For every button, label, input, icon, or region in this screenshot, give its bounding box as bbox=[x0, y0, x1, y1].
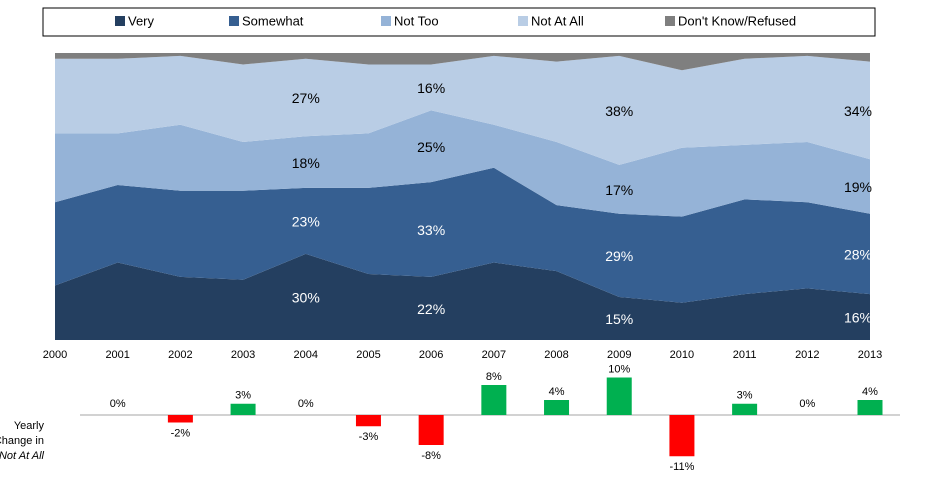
data-label: 25% bbox=[417, 139, 445, 155]
data-label: 23% bbox=[292, 214, 320, 230]
x-tick-label: 2012 bbox=[795, 349, 819, 361]
y-axis-label: Change in bbox=[0, 435, 44, 447]
legend-swatch bbox=[381, 16, 391, 26]
x-tick-label: 2007 bbox=[482, 349, 506, 361]
x-tick-label: 2011 bbox=[733, 349, 757, 361]
x-tick-label: 2010 bbox=[670, 349, 694, 361]
x-tick-label: 2008 bbox=[544, 349, 568, 361]
data-label: 33% bbox=[417, 222, 445, 238]
x-tick-label: 2001 bbox=[105, 349, 129, 361]
x-tick-label: 2000 bbox=[43, 349, 67, 361]
x-tick-label: 2009 bbox=[607, 349, 631, 361]
data-label: 15% bbox=[605, 311, 633, 327]
legend-box bbox=[42, 7, 876, 37]
legend-swatch bbox=[665, 16, 675, 26]
bar-label: -2% bbox=[171, 427, 191, 439]
data-label: 29% bbox=[605, 248, 633, 264]
data-label: 18% bbox=[292, 155, 320, 171]
bar-label: 0% bbox=[298, 398, 314, 410]
legend-label: Not At All bbox=[531, 13, 584, 28]
x-tick-label: 2005 bbox=[356, 349, 380, 361]
area bbox=[55, 53, 870, 71]
y-axis-label: Yearly bbox=[14, 420, 45, 432]
bar-label: 10% bbox=[608, 363, 630, 375]
bar-label: -3% bbox=[359, 431, 379, 443]
data-label: 30% bbox=[292, 290, 320, 306]
bar-label: -8% bbox=[421, 450, 441, 462]
data-label: 16% bbox=[417, 80, 445, 96]
bar-label: 8% bbox=[486, 371, 502, 383]
bar bbox=[230, 403, 256, 415]
legend-swatch bbox=[115, 16, 125, 26]
x-tick-label: 2003 bbox=[231, 349, 255, 361]
bar-label: -11% bbox=[669, 461, 694, 473]
data-label: 19% bbox=[844, 179, 872, 195]
data-label: 16% bbox=[844, 310, 872, 326]
bar bbox=[418, 415, 444, 445]
data-label: 22% bbox=[417, 301, 445, 317]
x-tick-label: 2002 bbox=[168, 349, 192, 361]
bar bbox=[355, 415, 381, 427]
legend-swatch bbox=[229, 16, 239, 26]
legend-label: Somewhat bbox=[242, 13, 304, 28]
bar-label: 4% bbox=[862, 386, 878, 398]
x-tick-label: 2013 bbox=[858, 349, 882, 361]
bar bbox=[857, 400, 883, 415]
legend-label: Don't Know/Refused bbox=[678, 13, 796, 28]
legend-label: Very bbox=[128, 13, 155, 28]
data-label: 38% bbox=[605, 103, 633, 119]
bar-label: 0% bbox=[110, 398, 126, 410]
area bbox=[55, 55, 870, 165]
bar bbox=[732, 403, 758, 415]
bar bbox=[669, 415, 695, 457]
bar-label: 4% bbox=[549, 386, 565, 398]
y-axis-label: Not At All bbox=[0, 450, 45, 462]
data-label: 28% bbox=[844, 247, 872, 263]
x-tick-label: 2004 bbox=[294, 349, 318, 361]
bar bbox=[606, 377, 632, 415]
x-tick-label: 2006 bbox=[419, 349, 443, 361]
area bbox=[55, 253, 870, 340]
bar-label: 3% bbox=[235, 390, 251, 402]
bar-label: 0% bbox=[799, 398, 815, 410]
bar bbox=[544, 400, 570, 415]
area bbox=[55, 110, 870, 217]
legend-swatch bbox=[518, 16, 528, 26]
bar bbox=[481, 385, 507, 415]
data-label: 27% bbox=[292, 90, 320, 106]
data-label: 17% bbox=[605, 182, 633, 198]
bar bbox=[167, 415, 193, 423]
data-label: 34% bbox=[844, 103, 872, 119]
area bbox=[55, 167, 870, 303]
bar-label: 3% bbox=[737, 390, 753, 402]
legend-label: Not Too bbox=[394, 13, 439, 28]
